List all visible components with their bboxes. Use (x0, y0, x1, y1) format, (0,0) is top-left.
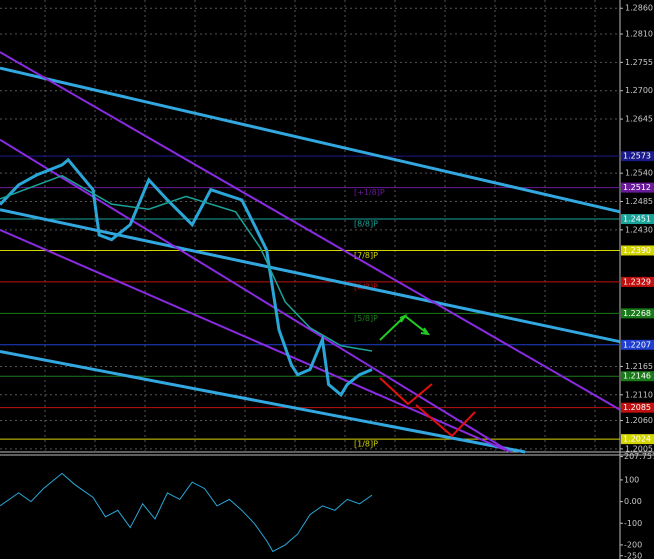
level-label: 1.2512 (623, 183, 651, 192)
murray-label: [1/8]P (354, 440, 378, 449)
level-box (621, 402, 654, 413)
oscillator-line (0, 472, 373, 553)
y-tick-label: 1.2700 (625, 86, 653, 95)
level-label: 1.2085 (623, 403, 651, 412)
y-tick-label: 1.2110 (625, 390, 653, 399)
osc-tick-label: 100 (624, 475, 639, 484)
level-box (621, 308, 654, 319)
y-tick-label: 1.2165 (625, 362, 653, 371)
level-label: 1.2451 (623, 215, 651, 224)
y-tick-label: 1.2060 (625, 416, 653, 425)
osc-tick-label: 207.7573 (624, 452, 654, 461)
osc-tick-label: -200 (624, 540, 642, 549)
red-arrow (415, 404, 476, 438)
murray-label: [7/8]P (354, 251, 378, 260)
level-box (621, 214, 654, 225)
moving-average (0, 174, 373, 352)
trendline (0, 228, 506, 451)
level-label: 1.2146 (623, 372, 651, 381)
level-box (621, 245, 654, 256)
y-tick-label: 1.2540 (625, 169, 653, 178)
y-tick-label: 1.2810 (625, 30, 653, 39)
arrow-head (420, 327, 431, 336)
y-tick-label: 1.2860 (625, 4, 653, 13)
y-tick-label: 1.2005 (625, 444, 653, 453)
level-box (621, 371, 654, 382)
osc-tick-label: 0.00 (624, 497, 642, 506)
trendline (0, 350, 526, 454)
trendline (0, 51, 621, 411)
osc-tick-label: -100 (624, 519, 642, 528)
level-label: 1.2207 (623, 340, 651, 349)
y-tick-label: 1.2430 (625, 225, 653, 234)
y-tick-label: 1.2755 (625, 58, 653, 67)
level-box (621, 276, 654, 287)
arrow-head (399, 313, 408, 323)
murray-label: [+1/8]P (354, 188, 385, 197)
trendline (0, 66, 621, 214)
level-box (621, 182, 654, 193)
level-label: 1.2268 (623, 309, 651, 318)
price-line (0, 157, 373, 398)
level-label: 1.2573 (623, 152, 651, 161)
level-box (621, 339, 654, 350)
y-tick-label: 1.2485 (625, 197, 653, 206)
murray-label: [5/8]P (354, 314, 378, 323)
level-label: 1.2024 (623, 435, 651, 444)
trendline (0, 138, 511, 453)
level-label: 1.2329 (623, 277, 651, 286)
red-arrow (379, 377, 433, 406)
level-box (621, 434, 654, 445)
level-label: 1.2390 (623, 246, 651, 255)
murray-label: [8/8]P (354, 220, 378, 229)
y-tick-label: 1.2645 (625, 115, 653, 124)
level-box (621, 151, 654, 162)
osc-tick-label: -250 (624, 551, 642, 559)
forecast-arrows (379, 313, 476, 438)
trendline (0, 208, 621, 344)
